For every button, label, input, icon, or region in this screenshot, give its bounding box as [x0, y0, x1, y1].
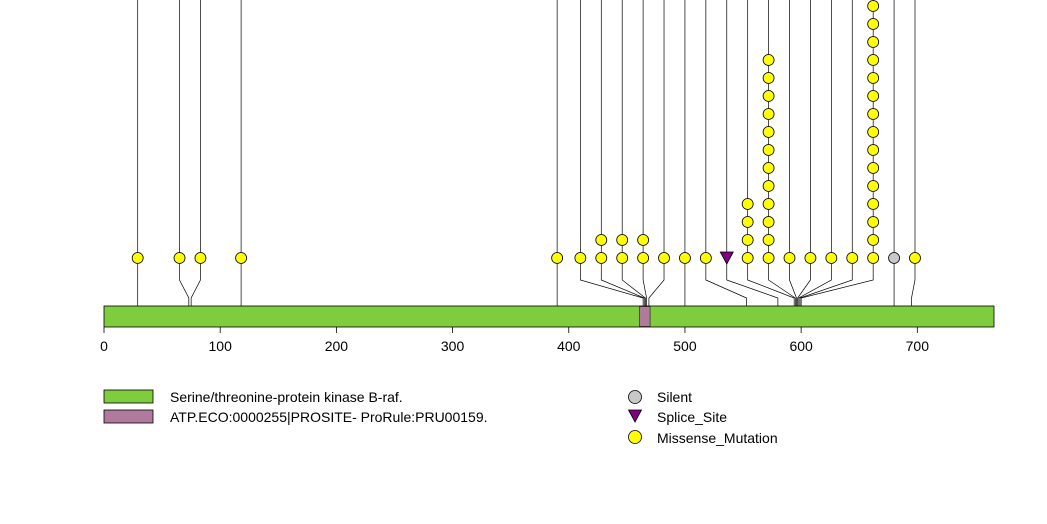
- legend-label-atp: ATP.ECO:0000255|PROSITE- ProRule:PRU0015…: [170, 409, 488, 425]
- missense-point: [762, 198, 775, 210]
- missense-point: [679, 252, 691, 264]
- domain-legend: Serine/threonine-protein kinase B-raf. A…: [103, 389, 488, 425]
- missense-point: [867, 0, 880, 12]
- legend-marker-splice: [627, 409, 643, 423]
- missense-point: [867, 234, 880, 246]
- missense-point: [637, 234, 650, 246]
- tick-label-3: 300: [441, 338, 465, 354]
- missense-point: [762, 144, 775, 156]
- missense-point: [131, 252, 144, 264]
- tick-label-2: 200: [325, 338, 349, 354]
- missense-point: [867, 72, 880, 84]
- missense-point: [595, 252, 608, 264]
- tick-label-7: 700: [906, 338, 930, 354]
- mutation-type-legend: Silent Splice_Site Missense_Mutation: [627, 389, 778, 446]
- missense-point: [762, 216, 775, 228]
- silent-point: [888, 252, 900, 264]
- missense-point: [741, 234, 754, 246]
- legend-label-missense: Missense_Mutation: [657, 430, 778, 446]
- mutation-stems: [137, 0, 916, 327]
- missense-point: [637, 252, 650, 264]
- splice-marker: [719, 251, 734, 265]
- missense-point: [194, 252, 207, 264]
- missense-point: [616, 252, 629, 264]
- legend-label-kinase: Serine/threonine-protein kinase B-raf.: [170, 389, 403, 405]
- tick-label-6: 600: [789, 338, 813, 354]
- missense-point: [867, 36, 880, 48]
- missense-point: [867, 126, 880, 138]
- missense-point: [173, 252, 186, 264]
- missense-point: [574, 252, 587, 264]
- legend-swatch-atp: [103, 409, 154, 424]
- missense-point: [741, 216, 754, 228]
- missense-point: [867, 144, 880, 156]
- legend-label-splice: Splice_Site: [657, 409, 727, 425]
- missense-point: [762, 90, 775, 102]
- missense-point: [762, 126, 775, 138]
- tick-label-0: 0: [100, 338, 108, 354]
- missense-point: [762, 252, 775, 264]
- missense-point: [804, 252, 817, 264]
- domain-1: [639, 306, 651, 327]
- missense-point: [699, 252, 712, 264]
- missense-point: [909, 252, 921, 264]
- legend-marker-silent: [628, 390, 642, 404]
- missense-point: [825, 252, 838, 264]
- tick-label-4: 400: [557, 338, 581, 354]
- missense-point: [867, 108, 880, 120]
- mutation-points: [131, 0, 921, 265]
- missense-point: [846, 252, 859, 264]
- missense-point: [741, 198, 754, 210]
- missense-point: [762, 108, 775, 120]
- missense-point: [551, 252, 564, 264]
- x-axis: 0 100 200 300 400 500 600 700: [100, 327, 929, 354]
- protein-bar: [103, 305, 995, 328]
- missense-point: [867, 162, 880, 174]
- missense-point: [235, 252, 248, 264]
- legend-marker-missense: [628, 430, 642, 444]
- domain-layer: [639, 306, 651, 327]
- missense-point: [741, 252, 754, 264]
- missense-point: [867, 18, 880, 30]
- missense-point: [867, 198, 880, 210]
- tick-label-1: 100: [209, 338, 233, 354]
- missense-point: [867, 216, 880, 228]
- missense-point: [658, 252, 670, 264]
- missense-point: [867, 90, 880, 102]
- missense-point: [762, 180, 775, 192]
- missense-point: [867, 180, 880, 192]
- missense-point: [762, 234, 775, 246]
- missense-point: [762, 54, 775, 66]
- protein-backbone: [103, 305, 995, 328]
- tick-label-5: 500: [673, 338, 697, 354]
- legend-label-silent: Silent: [657, 389, 692, 405]
- missense-point: [867, 54, 880, 66]
- legend-swatch-kinase: [103, 389, 154, 404]
- missense-point: [595, 234, 608, 246]
- missense-point: [783, 252, 796, 264]
- missense-point: [867, 252, 880, 264]
- missense-point: [762, 162, 775, 174]
- missense-point: [616, 234, 629, 246]
- missense-point: [762, 72, 775, 84]
